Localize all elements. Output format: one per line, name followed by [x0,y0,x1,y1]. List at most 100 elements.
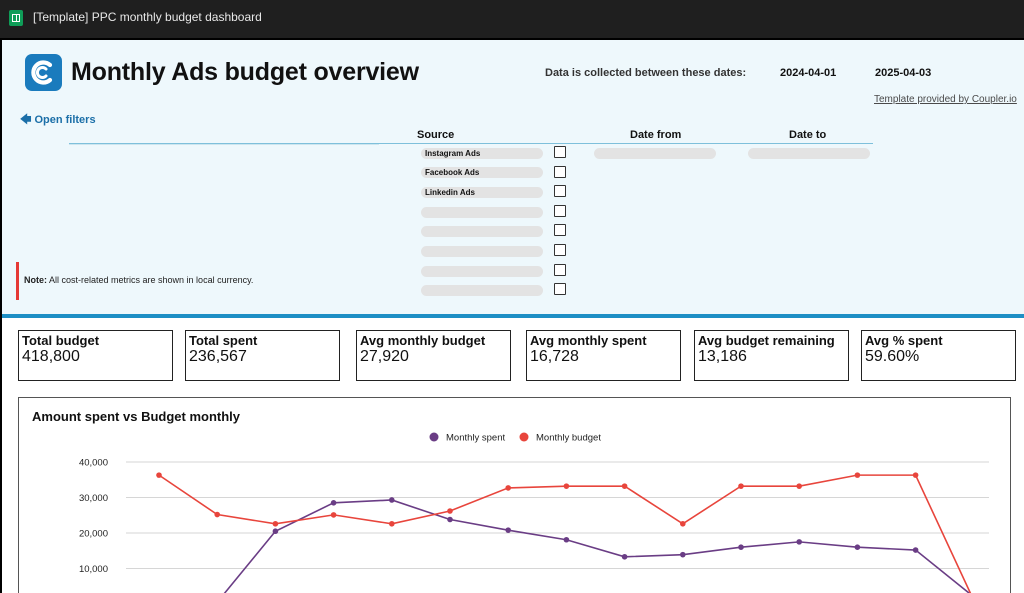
data-point [912,547,919,553]
source-option-8 [421,285,543,296]
kpi-value: 418,800 [22,348,80,365]
data-point [563,483,570,489]
source-header: Source [417,129,455,141]
data-point [738,544,744,550]
kpi-label: Avg budget remaining [698,333,835,348]
data-point [272,528,279,535]
kpi-label: Avg monthly spent [530,333,647,348]
kpi-total-spent: Total spent 236,567 [185,330,340,381]
date-start: 2024-04-01 [780,67,837,79]
source-option-4 [421,207,543,218]
legend-label: Monthly spent [446,433,506,444]
data-point [272,520,279,527]
data-point [156,472,162,478]
source-option-3: Linkedin Ads [421,187,543,198]
data-point [389,520,395,527]
window-title: [Template] PPC monthly budget dashboard [33,10,262,24]
source-checkbox-5[interactable] [554,224,566,236]
data-point [680,551,686,558]
series-line [223,499,971,593]
source-checkbox-7[interactable] [554,264,566,276]
date-to-input[interactable] [748,148,870,159]
kpi-value: 13,186 [698,348,747,365]
dates-label: Data is collected between these dates: [545,67,747,79]
y-tick-label: 10,000 [79,564,108,575]
chart-title: Amount spent vs Budget monthly [32,409,240,424]
data-point [505,527,512,533]
kpi-avg-monthly-spent: Avg monthly spent 16,728 [526,330,681,381]
sheets-icon [9,10,23,26]
chart-canvas: Monthly spent Monthly budget 40,000 30,000… [79,432,989,593]
legend-marker [519,432,529,442]
source-option-1: Instagram Ads [421,148,543,159]
data-point [854,472,861,478]
data-point [680,520,686,527]
source-option-2: Facebook Ads [421,167,543,178]
kpi-label: Total spent [189,333,258,348]
coupler-logo-icon [31,60,53,85]
kpi-label: Avg % spent [865,333,943,348]
source-checkbox-2[interactable] [554,166,566,178]
source-option-5 [421,226,543,237]
chart-legend: Monthly spent Monthly budget [429,432,601,444]
kpi-label: Avg monthly budget [360,333,486,348]
kpi-avg-monthly-budget: Avg monthly budget 27,920 [356,330,511,381]
filter-header-divider [69,143,873,144]
date-from-header: Date from [630,129,682,141]
y-tick-label: 40,000 [79,458,108,469]
kpi-value: 236,567 [189,348,247,365]
data-point [389,497,395,503]
chart-series [156,472,972,593]
header-panel: Monthly Ads budget overview Data is coll… [2,40,1024,318]
open-filters-label: Open filters [34,114,96,126]
data-point [796,483,802,489]
dashboard-page: Monthly Ads budget overview Data is coll… [2,40,1024,593]
data-point [330,512,337,518]
window-titlebar: [Template] PPC monthly budget dashboard [0,0,1024,38]
data-point [447,516,453,523]
source-checkbox-8[interactable] [554,283,566,295]
data-point [621,483,628,489]
chart-grid: 40,000 30,000 20,000 10,000 [79,458,989,575]
series-line [158,474,972,593]
data-point [214,511,220,518]
kpi-avg-budget-remaining: Avg budget remaining 13,186 [694,330,849,381]
coupler-logo [25,54,62,91]
kpi-value: 59.60% [865,348,920,365]
data-point [447,508,453,514]
open-filters-link[interactable]: 🡄 Open filters [20,111,96,130]
date-end: 2025-04-03 [875,67,932,79]
kpi-total-budget: Total budget 418,800 [18,330,173,381]
y-tick-label: 20,000 [79,529,108,540]
page-title: Monthly Ads budget overview [71,58,419,86]
data-point [854,544,861,550]
data-point [621,553,628,560]
date-from-input[interactable] [594,148,716,159]
filter-ghost-divider [69,144,379,145]
data-point [505,485,512,491]
data-point [563,536,570,543]
source-checkbox-4[interactable] [554,205,566,217]
source-checkbox-1[interactable] [554,146,566,158]
spent-vs-budget-chart: Amount spent vs Budget monthly Monthly s… [18,397,1011,593]
data-point [912,472,919,478]
source-option-6 [421,246,543,257]
data-point [738,483,744,489]
currency-note: Note: All cost-related metrics are shown… [16,262,253,300]
source-option-7 [421,266,543,277]
kpi-label: Total budget [22,333,100,348]
source-checkbox-6[interactable] [554,244,566,256]
legend-marker [429,432,439,442]
arrow-left-icon: 🡄 [20,114,32,126]
kpi-avg-percent-spent: Avg % spent 59.60% [861,330,1016,381]
y-tick-label: 30,000 [79,493,108,504]
date-to-header: Date to [789,129,827,141]
source-checkbox-3[interactable] [554,185,566,197]
legend-label: Monthly budget [536,433,601,444]
template-link[interactable]: Template provided by Coupler.io [874,94,1017,105]
kpi-value: 16,728 [530,348,579,365]
data-point [796,539,802,545]
kpi-value: 27,920 [360,348,409,365]
note-prefix: Note: [24,275,47,285]
data-point [330,500,337,506]
